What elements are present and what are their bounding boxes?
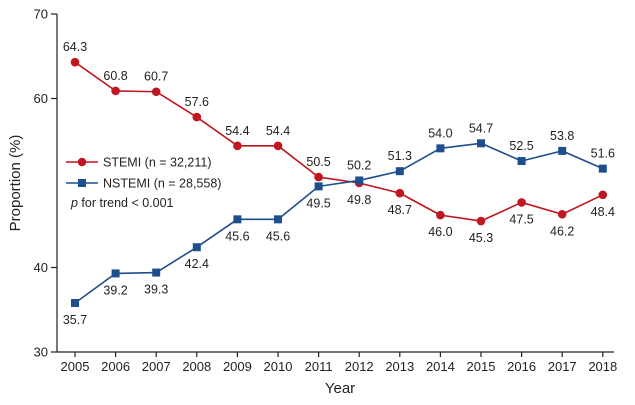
- data-label-nstemi-2014: 54.0: [428, 126, 452, 140]
- data-label-nstemi-2005: 35.7: [63, 313, 87, 327]
- data-label-nstemi-2010: 45.6: [266, 229, 290, 243]
- point-stemi-2006: [111, 86, 120, 96]
- data-label-stemi-2018: 48.4: [591, 205, 615, 219]
- x-tick-label-2013: 2013: [385, 359, 414, 374]
- data-label-stemi-2005: 64.3: [63, 40, 87, 54]
- x-tick-label-2012: 2012: [345, 359, 374, 374]
- data-label-stemi-2011: 50.5: [306, 155, 330, 169]
- data-label-nstemi-2007: 39.3: [144, 283, 168, 297]
- point-nstemi-2007: [152, 268, 161, 277]
- legend-item-stemi: STEMI (n = 32,211): [66, 156, 212, 170]
- x-tick-label-2009: 2009: [223, 359, 252, 374]
- point-nstemi-2012: [355, 176, 364, 185]
- point-stemi-2015: [476, 216, 486, 226]
- point-nstemi-2009: [233, 215, 242, 224]
- point-stemi-2007: [151, 87, 161, 97]
- data-label-stemi-2017: 46.2: [550, 224, 574, 238]
- point-stemi-2010: [273, 141, 283, 151]
- data-label-nstemi-2018: 51.6: [591, 147, 615, 161]
- y-tick-label-30: 30: [34, 345, 48, 360]
- legend-label-nstemi: NSTEMI (n = 28,558): [103, 177, 221, 191]
- x-tick-label-2006: 2006: [101, 359, 130, 374]
- data-label-nstemi-2009: 45.6: [225, 229, 249, 243]
- x-tick-label-2010: 2010: [264, 359, 293, 374]
- point-nstemi-2016: [517, 157, 526, 166]
- point-nstemi-2018: [598, 164, 607, 173]
- point-nstemi-2014: [436, 144, 445, 153]
- x-tick-label-2017: 2017: [548, 359, 577, 374]
- trend-annotation-p: p: [70, 196, 78, 210]
- series-line-stemi: [74, 61, 604, 222]
- data-label-stemi-2016: 47.5: [509, 212, 533, 226]
- x-tick-label-2011: 2011: [305, 359, 333, 374]
- legend-marker-nstemi: [78, 179, 86, 187]
- legend-item-nstemi: NSTEMI (n = 28,558): [66, 177, 221, 191]
- point-stemi-2014: [436, 210, 445, 220]
- data-label-stemi-2013: 48.7: [388, 203, 412, 217]
- y-axis-title: Proportion (%): [7, 135, 24, 232]
- x-tick-label-2008: 2008: [182, 359, 211, 374]
- trend-annotation: p for trend < 0.001: [70, 196, 174, 210]
- point-stemi-2013: [395, 188, 405, 198]
- y-tick-label-40: 40: [34, 260, 48, 275]
- trend-annotation-text: for trend < 0.001: [78, 196, 174, 210]
- legend-marker-stemi: [77, 157, 87, 167]
- data-label-nstemi-2006: 39.2: [103, 283, 127, 297]
- data-label-nstemi-2015: 54.7: [469, 121, 493, 135]
- data-label-stemi-2010: 54.4: [266, 124, 290, 138]
- data-label-nstemi-2013: 51.3: [388, 149, 412, 163]
- point-nstemi-2006: [111, 269, 120, 278]
- legend-label-stemi: STEMI (n = 32,211): [103, 156, 212, 170]
- data-label-nstemi-2016: 52.5: [509, 139, 533, 153]
- data-label-stemi-2012: 49.8: [347, 193, 371, 207]
- point-nstemi-2017: [558, 146, 567, 155]
- data-label-nstemi-2008: 42.4: [185, 257, 209, 271]
- data-label-nstemi-2011: 49.5: [306, 196, 330, 210]
- point-stemi-2018: [598, 190, 608, 200]
- y-tick-label-70: 70: [34, 7, 48, 22]
- x-tick-label-2016: 2016: [507, 359, 536, 374]
- point-stemi-2011: [314, 172, 323, 182]
- point-stemi-2005: [70, 57, 80, 67]
- point-nstemi-2010: [274, 215, 282, 224]
- x-tick-label-2005: 2005: [61, 359, 90, 374]
- point-nstemi-2015: [477, 139, 485, 148]
- data-label-nstemi-2012: 50.2: [347, 158, 371, 172]
- point-nstemi-2013: [395, 167, 404, 176]
- y-tick-label-60: 60: [34, 91, 48, 106]
- x-ticks: 2005 2006 2007 2008 2009 2010 2011 2012 2013 2014…: [61, 352, 617, 374]
- data-labels: 64.3 60.8 60.7 57.6 54.4 54.4 50.5 49.8 48.7 46.0…: [63, 40, 615, 327]
- series-layer: [70, 57, 608, 307]
- data-label-stemi-2007: 60.7: [144, 70, 168, 84]
- data-label-stemi-2014: 46.0: [428, 225, 452, 239]
- point-stemi-2009: [233, 141, 242, 151]
- point-nstemi-2005: [71, 298, 79, 307]
- data-label-stemi-2015: 45.3: [469, 231, 493, 245]
- point-stemi-2017: [557, 209, 567, 219]
- data-label-stemi-2009: 54.4: [225, 124, 249, 138]
- x-axis-title: Year: [325, 380, 355, 397]
- x-tick-label-2015: 2015: [467, 359, 496, 374]
- x-tick-label-2014: 2014: [426, 359, 455, 374]
- x-tick-label-2007: 2007: [142, 359, 171, 374]
- x-tick-label-2018: 2018: [588, 359, 617, 374]
- y-ticks: 30 40 60 70: [34, 7, 57, 360]
- data-label-stemi-2008: 57.6: [185, 95, 209, 109]
- point-stemi-2008: [192, 112, 202, 122]
- data-label-stemi-2006: 60.8: [103, 69, 127, 83]
- legend: STEMI (n = 32,211) NSTEMI (n = 28,558) p…: [66, 156, 221, 210]
- data-label-nstemi-2017: 53.8: [550, 129, 574, 143]
- point-nstemi-2008: [192, 243, 201, 252]
- point-nstemi-2011: [314, 182, 323, 191]
- point-stemi-2016: [517, 198, 526, 207]
- series-line-nstemi: [74, 142, 604, 304]
